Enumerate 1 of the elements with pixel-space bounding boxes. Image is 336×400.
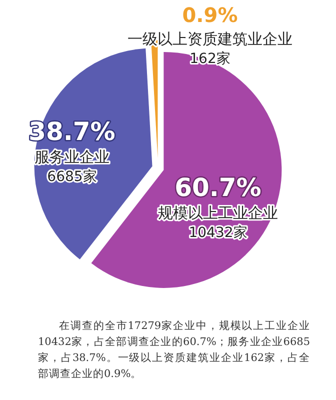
text: 在调查的全市17279家企业中，规模以上工业企业10432家，占全部调查企业的60.7%；服务业企业6685家，占38.7%。一级以上资质建筑业企业162家，占全部调查企业的0.9%。 xyxy=(38,319,310,382)
